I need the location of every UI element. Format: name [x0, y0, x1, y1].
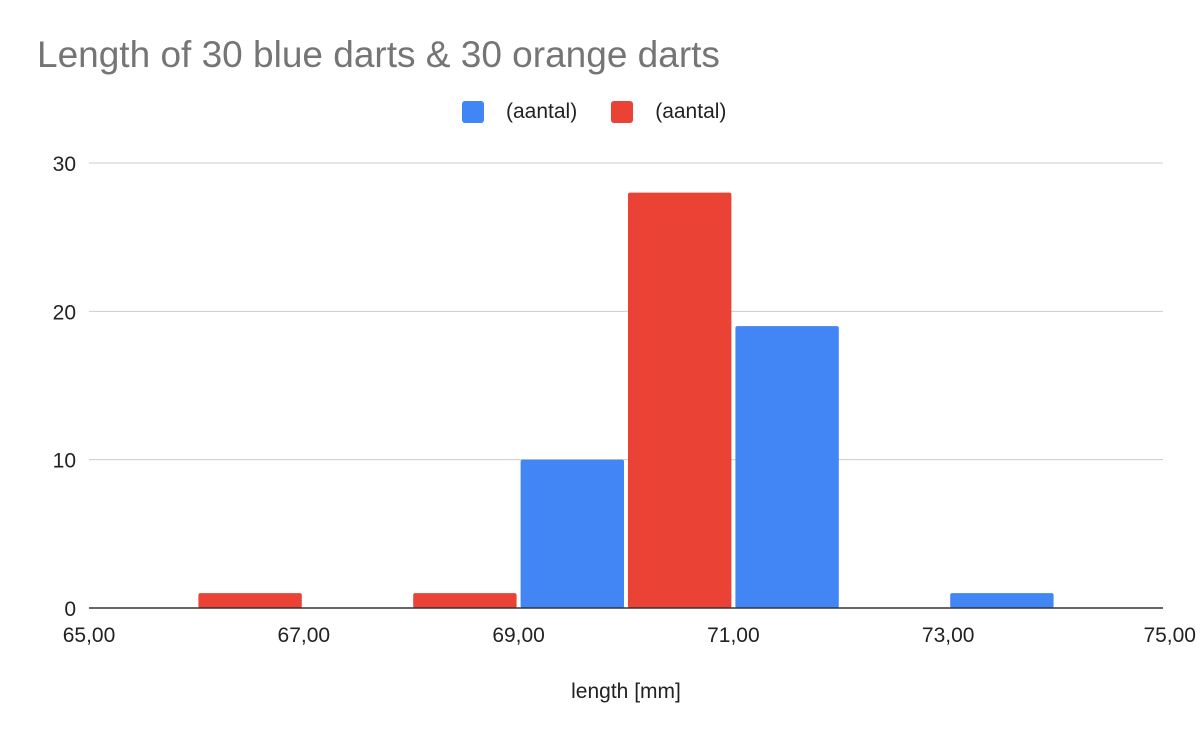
- x-tick-label: 73,00: [922, 624, 975, 647]
- axes: 0 10 20 30 65,00 67,00 69,00 71,00 73,00 75,00: [53, 153, 1196, 647]
- x-tick-label: 65,00: [63, 624, 116, 647]
- x-tick-label: 67,00: [278, 624, 331, 647]
- gridlines: [89, 162, 1163, 461]
- legend-item-blue[interactable]: (aantal): [462, 100, 577, 124]
- legend-label-blue: (aantal): [506, 100, 578, 123]
- legend: (aantal) (aantal): [462, 100, 760, 124]
- y-tick-label: 30: [53, 153, 76, 176]
- red-bar[interactable]: [413, 593, 517, 608]
- chart-title: Length of 30 blue darts & 30 orange dart…: [37, 34, 720, 75]
- blue-bar[interactable]: [950, 593, 1054, 608]
- red-bar[interactable]: [628, 192, 732, 608]
- y-tick-label: 10: [53, 450, 76, 473]
- legend-swatch-blue: [462, 101, 484, 123]
- blue-bar[interactable]: [520, 459, 624, 608]
- legend-label-red: (aantal): [655, 100, 727, 123]
- x-tick-label: 75,00: [1143, 624, 1196, 647]
- y-tick-label: 20: [53, 301, 76, 324]
- x-tick-label: 69,00: [492, 624, 545, 647]
- blue-bar[interactable]: [735, 326, 839, 608]
- x-tick-label: 71,00: [707, 624, 760, 647]
- x-axis-title: length [mm]: [571, 680, 681, 703]
- legend-swatch-red: [611, 101, 634, 123]
- legend-item-red[interactable]: (aantal): [611, 100, 726, 124]
- bars: [198, 192, 1054, 608]
- y-tick-label: 0: [64, 598, 76, 621]
- red-bar[interactable]: [198, 593, 302, 608]
